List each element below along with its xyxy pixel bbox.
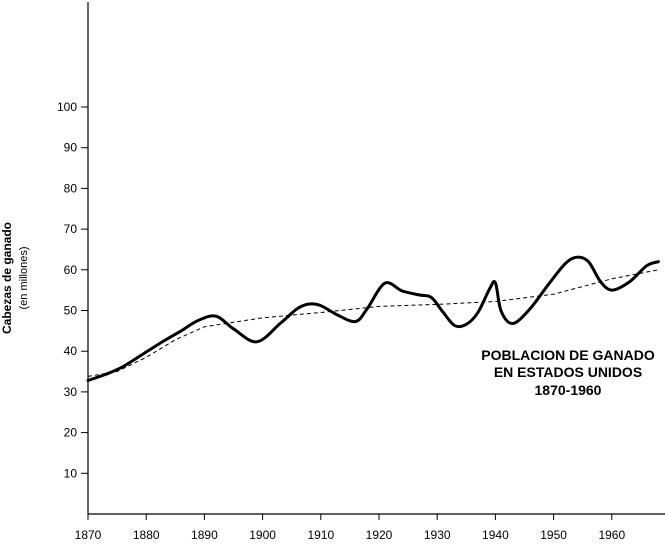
x-tick-label: 1910 xyxy=(307,528,334,542)
x-tick-label: 1950 xyxy=(540,528,567,542)
cattle-population-line xyxy=(86,255,660,382)
chart-title-line-2: EN ESTADOS UNIDOS xyxy=(494,364,642,380)
series-group xyxy=(86,255,660,382)
y-tick-label: 10 xyxy=(64,466,78,480)
y-ticks: 10 20 30 40 50 60 70 80 90 100 xyxy=(57,100,88,480)
chart-title-line-3: 1870-1960 xyxy=(535,382,602,398)
x-ticks: 1870 1880 1890 1900 1910 1920 1930 1940 1950 1960 xyxy=(75,514,625,542)
y-tick-label: 60 xyxy=(64,263,78,277)
chart-axes xyxy=(87,2,665,515)
x-tick-label: 1880 xyxy=(133,528,160,542)
x-tick-label: 1930 xyxy=(424,528,451,542)
y-axis-label: Cabezas de ganado xyxy=(0,222,14,334)
y-tick-label: 50 xyxy=(64,304,78,318)
y-tick-label: 100 xyxy=(57,100,77,114)
x-tick-label: 1960 xyxy=(598,528,625,542)
y-tick-label: 80 xyxy=(64,181,78,195)
x-tick-label: 1940 xyxy=(482,528,509,542)
chart-title-line-1: POBLACION DE GANADO xyxy=(481,347,655,363)
x-tick-label: 1900 xyxy=(249,528,276,542)
y-axis-sublabel: (en millones) xyxy=(18,247,30,310)
y-tick-label: 90 xyxy=(64,141,78,155)
x-tick-label: 1870 xyxy=(75,528,102,542)
y-tick-label: 30 xyxy=(64,385,78,399)
y-tick-label: 40 xyxy=(64,344,78,358)
y-tick-label: 20 xyxy=(64,426,78,440)
trend-line-dashed xyxy=(87,269,659,377)
x-tick-label: 1890 xyxy=(191,528,218,542)
y-tick-label: 70 xyxy=(64,222,78,236)
x-tick-label: 1920 xyxy=(366,528,393,542)
